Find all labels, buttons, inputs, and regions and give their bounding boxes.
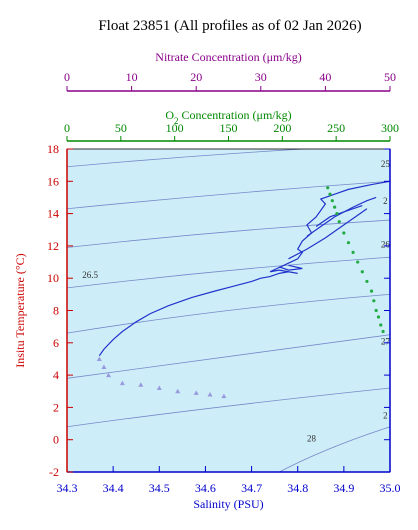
oxygen-tick-label: 100 — [166, 121, 184, 135]
temperature-tick-label: -2 — [49, 465, 59, 479]
oxygen-tick-label: 200 — [273, 121, 291, 135]
oxygen-point — [374, 308, 378, 313]
nitrate-tick-label: 0 — [64, 70, 70, 84]
temperature-tick-label: 12 — [47, 239, 59, 253]
density-contour-label: 26 — [381, 240, 391, 250]
nitrate-tick-label: 10 — [126, 70, 138, 84]
nitrate-tick-label: 20 — [190, 70, 202, 84]
oxygen-point — [328, 192, 332, 196]
temperature-tick-label: 14 — [47, 207, 59, 221]
oxygen-point — [335, 212, 339, 216]
oxygen-point — [330, 199, 334, 203]
oxygen-point — [376, 315, 381, 319]
temperature-tick-label: 4 — [53, 368, 59, 382]
density-contour-line — [279, 426, 390, 472]
density-contour-label: 27 — [381, 336, 391, 346]
density-contour-line — [67, 256, 390, 289]
ts-profile-branch — [288, 208, 368, 260]
nitrate-axis-title: Nitrate Concentration (μm/kg) — [155, 50, 301, 64]
oxygen-tick-label: 150 — [220, 121, 238, 135]
nitrate-point — [221, 393, 227, 399]
density-contour-label: 2 — [383, 411, 388, 421]
oxygen-point — [333, 205, 337, 209]
temperature-tick-label: 2 — [53, 400, 59, 414]
oxygen-point — [365, 279, 369, 284]
oxygen-tick-label: 300 — [381, 121, 399, 135]
salinity-axis-title: Salinity (PSU) — [193, 497, 263, 511]
oxygen-point — [369, 289, 374, 293]
density-contour-label: 25 — [381, 159, 391, 169]
oxygen-tick-label: 50 — [115, 121, 127, 135]
density-contour-line — [67, 387, 390, 428]
density-contour-line — [67, 334, 390, 379]
density-contour-label: 28 — [307, 433, 317, 443]
salinity-tick-label: 34.3 — [57, 481, 78, 495]
oxygen-tick-label: 0 — [64, 121, 70, 135]
density-contour-label: 26.5 — [82, 270, 98, 280]
nitrate-point — [156, 385, 162, 391]
density-contour-line — [67, 293, 390, 334]
salinity-tick-label: 35.0 — [380, 481, 401, 495]
nitrate-point — [193, 390, 199, 395]
density-contour-line — [67, 149, 310, 168]
density-contour-line — [67, 180, 390, 210]
ts-profile-branch — [315, 204, 363, 228]
salinity-tick-label: 34.6 — [195, 481, 216, 495]
nitrate-tick-label: 30 — [255, 70, 267, 84]
nitrate-point — [96, 356, 102, 361]
chart-title: Float 23851 (All profiles as of 02 Jan 2… — [98, 18, 361, 34]
oxygen-point — [379, 323, 383, 327]
ts-profile-line — [98, 180, 391, 357]
oxygen-point — [356, 260, 360, 264]
nitrate-point — [175, 388, 181, 394]
oxygen-point — [326, 186, 330, 190]
salinity-tick-label: 34.8 — [287, 481, 308, 495]
nitrate-point — [106, 372, 112, 378]
temperature-tick-label: 10 — [47, 271, 59, 285]
oxygen-point — [351, 250, 355, 254]
temperature-tick-label: 18 — [47, 142, 59, 156]
oxygen-tick-label: 250 — [327, 121, 345, 135]
ts-profile-branch — [279, 264, 303, 271]
density-contour-label: 2 — [383, 196, 388, 206]
oxygen-point — [342, 231, 346, 235]
oxygen-point — [346, 241, 351, 245]
oxygen-point — [381, 329, 385, 334]
temperature-tick-label: 8 — [53, 304, 59, 318]
nitrate-tick-label: 50 — [384, 70, 396, 84]
oxygen-axis-title: O2 Concentration (μm/kg) — [165, 108, 291, 126]
oxygen-point — [337, 220, 341, 224]
nitrate-point — [138, 382, 144, 387]
temperature-tick-label: 0 — [53, 433, 59, 447]
salinity-tick-label: 34.7 — [241, 481, 262, 495]
nitrate-point — [207, 391, 213, 397]
salinity-tick-label: 34.9 — [333, 481, 354, 495]
salinity-tick-label: 34.4 — [103, 481, 124, 495]
nitrate-point — [101, 364, 107, 370]
nitrate-point — [119, 380, 125, 386]
temperature-axis-title: Insitu Temperature (°C) — [13, 253, 27, 367]
temperature-tick-label: 16 — [47, 174, 59, 188]
oxygen-point — [360, 270, 364, 274]
salinity-tick-label: 34.5 — [149, 481, 170, 495]
nitrate-tick-label: 40 — [319, 70, 331, 84]
oxygen-point — [372, 299, 376, 303]
temperature-tick-label: 6 — [53, 336, 59, 350]
